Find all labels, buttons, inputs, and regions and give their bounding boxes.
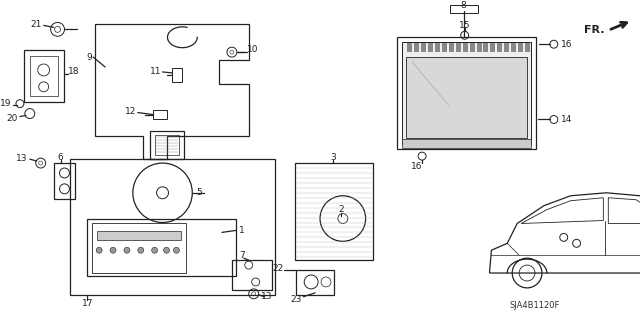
Bar — [477, 43, 481, 52]
Bar — [525, 43, 530, 52]
Bar — [470, 43, 475, 52]
Text: SJA4B1120F: SJA4B1120F — [509, 301, 559, 310]
Bar — [421, 43, 426, 52]
Bar — [403, 139, 531, 148]
Text: 16: 16 — [412, 161, 423, 171]
Bar — [511, 43, 516, 52]
Bar — [456, 43, 461, 52]
Text: 17: 17 — [81, 299, 93, 308]
Bar — [414, 43, 419, 52]
Bar — [449, 43, 454, 52]
Text: 11: 11 — [150, 67, 161, 77]
Text: 21: 21 — [30, 20, 42, 29]
Text: 14: 14 — [561, 115, 572, 124]
Bar — [518, 43, 523, 52]
Bar — [428, 43, 433, 52]
Text: 22: 22 — [272, 263, 284, 272]
Bar — [155, 135, 179, 155]
Bar — [153, 110, 166, 120]
Circle shape — [138, 247, 144, 253]
Bar — [442, 43, 447, 52]
Text: 6: 6 — [58, 152, 63, 162]
Bar — [407, 43, 412, 52]
Circle shape — [152, 247, 157, 253]
Bar — [97, 231, 181, 240]
Text: 1: 1 — [239, 226, 244, 235]
Text: 23: 23 — [291, 295, 301, 304]
Bar — [296, 270, 334, 295]
Text: 9: 9 — [86, 53, 92, 62]
Bar — [87, 219, 236, 276]
Text: 20: 20 — [6, 114, 18, 123]
Bar — [450, 4, 477, 12]
Text: 3: 3 — [330, 152, 336, 162]
Circle shape — [110, 247, 116, 253]
Text: 12: 12 — [125, 107, 137, 116]
Text: 16: 16 — [561, 40, 572, 49]
Text: 2: 2 — [338, 205, 344, 214]
Bar — [435, 43, 440, 52]
Circle shape — [96, 247, 102, 253]
Bar — [406, 57, 527, 138]
Text: 13: 13 — [260, 292, 272, 301]
Text: 7: 7 — [239, 251, 244, 260]
Bar — [483, 43, 488, 52]
Circle shape — [173, 247, 179, 253]
Bar — [490, 43, 495, 52]
Bar — [463, 43, 468, 52]
Bar — [30, 56, 58, 96]
Text: 13: 13 — [17, 154, 28, 163]
Circle shape — [124, 247, 130, 253]
Text: 18: 18 — [67, 67, 79, 77]
Text: 10: 10 — [247, 45, 259, 54]
Text: 19: 19 — [0, 99, 11, 108]
Text: 15: 15 — [459, 21, 470, 30]
Text: 5: 5 — [196, 188, 202, 197]
Bar — [92, 224, 186, 273]
Bar — [504, 43, 509, 52]
Bar — [403, 42, 531, 144]
Circle shape — [164, 247, 170, 253]
Bar — [150, 131, 184, 159]
Bar — [497, 43, 502, 52]
Bar — [295, 163, 372, 260]
Text: FR.: FR. — [584, 25, 604, 35]
Text: 8: 8 — [461, 1, 467, 10]
Bar — [172, 68, 182, 82]
